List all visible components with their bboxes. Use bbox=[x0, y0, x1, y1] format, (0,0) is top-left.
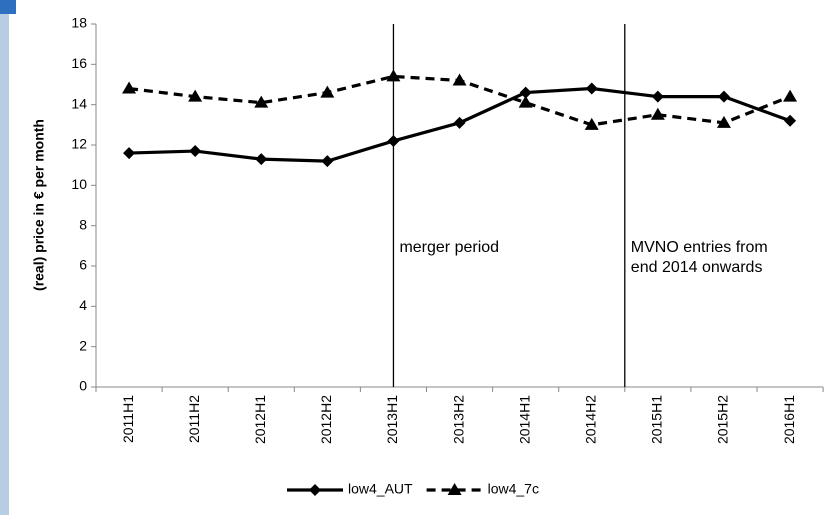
window-border bbox=[0, 0, 9, 515]
x-tick-label: 2015H2 bbox=[715, 395, 731, 444]
x-tick-label: 2014H2 bbox=[582, 395, 598, 444]
point bbox=[716, 115, 731, 128]
point bbox=[447, 483, 462, 495]
point bbox=[453, 116, 466, 129]
point bbox=[188, 89, 203, 102]
annotation-text: merger period bbox=[399, 239, 499, 256]
point bbox=[122, 81, 137, 94]
point bbox=[783, 89, 798, 102]
point bbox=[386, 69, 401, 82]
point bbox=[650, 107, 665, 120]
point bbox=[651, 90, 664, 103]
point bbox=[254, 95, 269, 108]
point bbox=[784, 114, 797, 127]
point bbox=[584, 117, 599, 130]
y-tick-label: 0 bbox=[79, 378, 87, 394]
legend-label: low4_AUT bbox=[348, 481, 413, 497]
x-tick-label: 2011H1 bbox=[120, 395, 136, 443]
y-tick-label: 14 bbox=[71, 95, 87, 111]
legend-label: low4_7c bbox=[488, 481, 539, 497]
annotation-text: end 2014 onwards bbox=[631, 259, 763, 276]
point bbox=[189, 145, 202, 158]
y-axis-label: (real) price in € per month bbox=[31, 119, 47, 291]
point bbox=[452, 73, 467, 86]
point bbox=[387, 134, 400, 147]
point bbox=[321, 155, 334, 168]
y-tick-label: 2 bbox=[79, 337, 87, 353]
x-tick-label: 2015H1 bbox=[649, 395, 665, 444]
point bbox=[717, 90, 730, 103]
window-corner bbox=[0, 0, 16, 14]
y-tick-label: 16 bbox=[71, 55, 87, 71]
x-tick-label: 2012H1 bbox=[252, 395, 268, 444]
x-tick-label: 2016H1 bbox=[781, 395, 797, 444]
annotation-text: MVNO entries from bbox=[631, 239, 768, 256]
x-tick-label: 2013H1 bbox=[384, 395, 400, 444]
y-tick-label: 10 bbox=[71, 176, 87, 192]
point bbox=[320, 85, 335, 98]
point bbox=[585, 82, 598, 95]
point bbox=[518, 95, 533, 108]
x-tick-label: 2013H2 bbox=[450, 395, 466, 444]
y-tick-label: 8 bbox=[79, 216, 87, 232]
x-tick-label: 2014H1 bbox=[516, 395, 532, 444]
point bbox=[519, 86, 532, 99]
y-tick-label: 6 bbox=[79, 257, 87, 273]
x-tick-label: 2011H2 bbox=[186, 395, 202, 443]
point bbox=[255, 153, 268, 166]
y-tick-label: 12 bbox=[71, 136, 87, 152]
x-tick-label: 2012H2 bbox=[318, 395, 334, 444]
point bbox=[123, 147, 136, 160]
y-tick-label: 18 bbox=[71, 15, 87, 31]
y-tick-label: 4 bbox=[79, 297, 87, 313]
point bbox=[309, 484, 321, 496]
